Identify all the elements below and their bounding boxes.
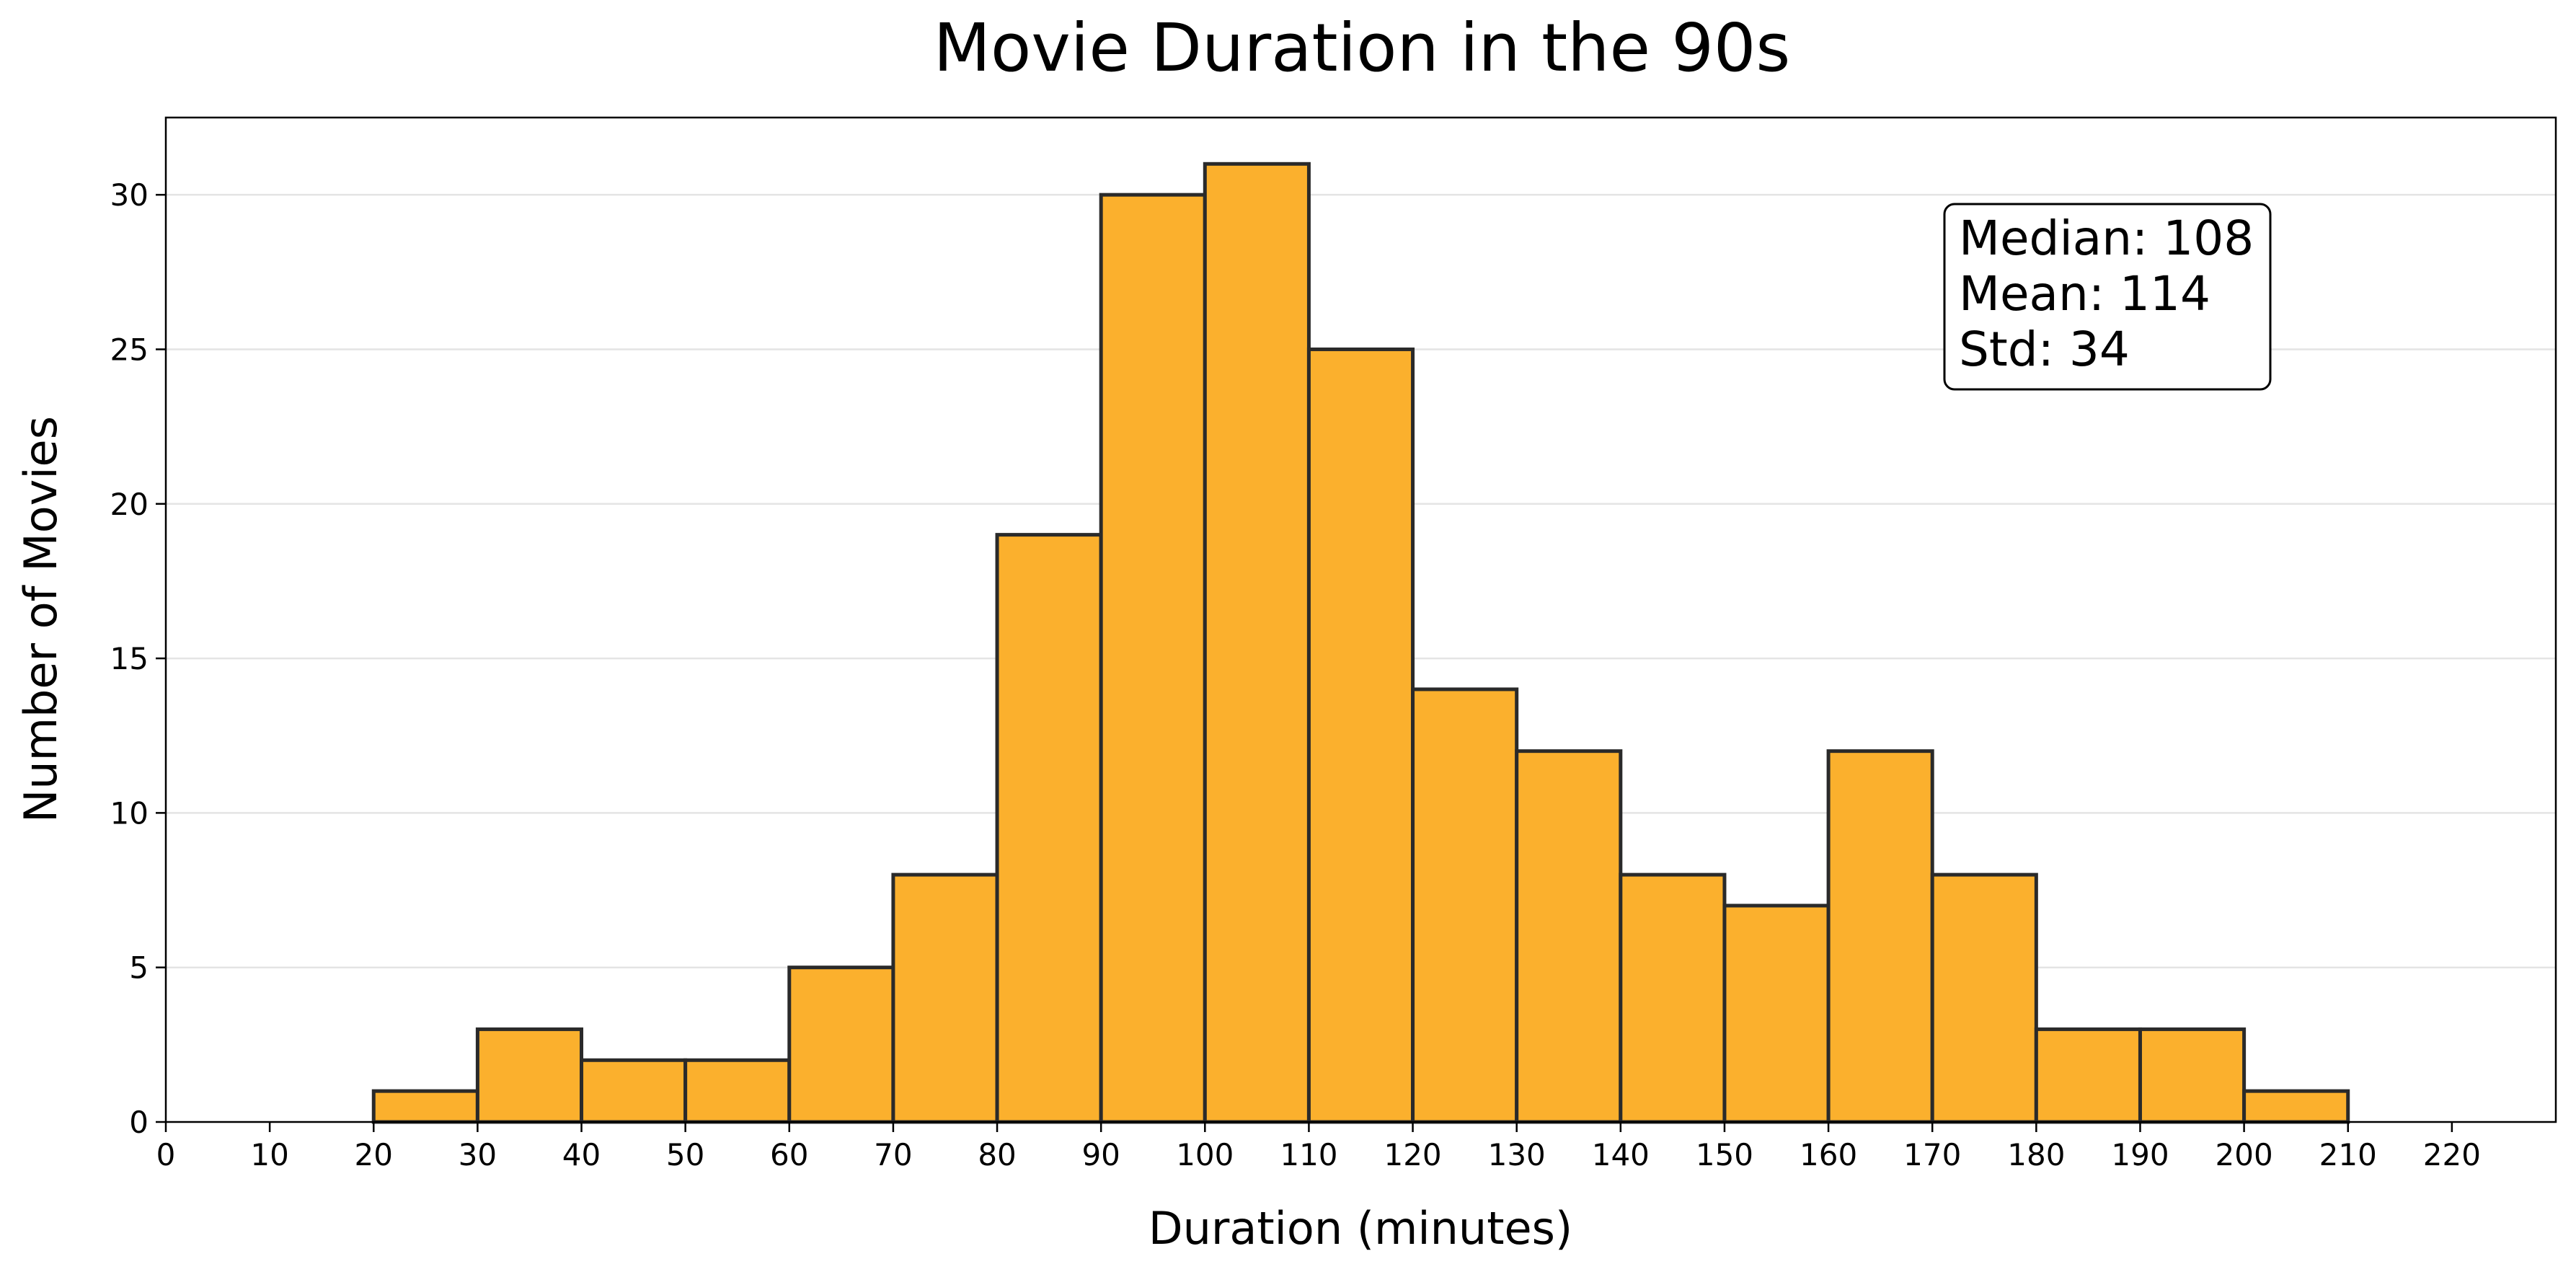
y-tick-label-20: 20: [110, 487, 149, 522]
x-axis-ticks: 0 10 20 30 40 50 60 70 80 90 100 110 120 130 140 150 160…: [156, 1122, 2481, 1172]
x-tick-label-210: 210: [2319, 1137, 2377, 1172]
x-tick-label-220: 220: [2423, 1137, 2481, 1172]
bar-80-90: [995, 533, 1103, 1124]
x-tick-label-140: 140: [1592, 1137, 1650, 1172]
bar-150-160: [1722, 903, 1831, 1124]
chart-title: Movie Duration in the 90s: [934, 9, 1791, 87]
bars-group: [371, 162, 2350, 1124]
x-tick-label-30: 30: [459, 1137, 497, 1172]
x-tick-label-190: 190: [2111, 1137, 2169, 1172]
bar-130-140: [1515, 749, 1623, 1124]
bar-90-100: [1099, 193, 1207, 1124]
x-tick-label-20: 20: [355, 1137, 393, 1172]
bar-190-200: [2138, 1027, 2247, 1124]
bar-50-60: [683, 1058, 792, 1124]
x-tick-label-150: 150: [1696, 1137, 1753, 1172]
stats-box-frame: [1943, 203, 2272, 391]
x-tick-label-10: 10: [250, 1137, 288, 1172]
x-tick-label-70: 70: [874, 1137, 912, 1172]
bar-200-210: [2242, 1089, 2350, 1124]
x-tick-label-50: 50: [666, 1137, 704, 1172]
bar-170-180: [1930, 872, 2038, 1124]
stats-box: Median: 108 Mean: 114 Std: 34: [1943, 203, 2272, 391]
y-tick-label-15: 15: [110, 641, 149, 676]
y-tick-label-25: 25: [110, 332, 149, 367]
bar-30-40: [475, 1027, 584, 1124]
x-tick-label-130: 130: [1488, 1137, 1546, 1172]
x-tick-label-160: 160: [1800, 1137, 1857, 1172]
bar-110-120: [1306, 347, 1415, 1124]
x-tick-label-180: 180: [2007, 1137, 2065, 1172]
bar-160-170: [1826, 749, 1934, 1124]
y-tick-label-0: 0: [129, 1105, 149, 1140]
x-tick-label-40: 40: [562, 1137, 601, 1172]
bar-40-50: [580, 1058, 688, 1124]
x-tick-label-170: 170: [1903, 1137, 1961, 1172]
y-tick-label-10: 10: [110, 795, 149, 831]
bar-180-190: [2034, 1027, 2142, 1124]
stat-std: Std: 34: [1959, 322, 2130, 377]
bar-60-70: [787, 966, 895, 1124]
x-tick-label-80: 80: [978, 1137, 1016, 1172]
bar-140-150: [1619, 872, 1727, 1124]
y-axis-label: Number of Movies: [14, 416, 67, 823]
bar-100-110: [1203, 162, 1311, 1124]
bar-70-80: [891, 872, 999, 1124]
y-tick-label-30: 30: [110, 177, 149, 213]
y-tick-label-5: 5: [129, 950, 149, 986]
x-tick-label-110: 110: [1280, 1137, 1337, 1172]
x-tick-label-60: 60: [770, 1137, 808, 1172]
bar-20-30: [371, 1089, 479, 1124]
x-tick-label-200: 200: [2216, 1137, 2273, 1172]
x-axis-label: Duration (minutes): [1148, 1202, 1572, 1255]
x-tick-label-100: 100: [1176, 1137, 1234, 1172]
stat-median: Median: 108: [1959, 211, 2254, 266]
y-axis-ticks: 0 5 10 15 20 25 30: [110, 177, 166, 1140]
bar-120-130: [1411, 687, 1519, 1124]
plot-frame: [164, 116, 2557, 1123]
x-tick-label-120: 120: [1384, 1137, 1441, 1172]
stat-mean: Mean: 114: [1959, 266, 2210, 322]
x-tick-label-0: 0: [156, 1137, 176, 1172]
x-tick-label-90: 90: [1081, 1137, 1120, 1172]
